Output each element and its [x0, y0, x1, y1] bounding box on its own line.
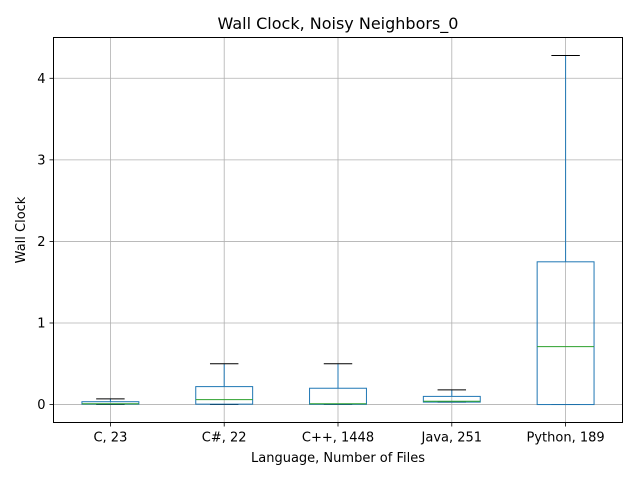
- tick-layer: C, 23 C#, 22 C++, 1448 Java, 251 Python, 189…: [37, 72, 604, 446]
- iqr-box: [536, 261, 595, 406]
- x-tick-label: Java, 251: [421, 431, 483, 446]
- y-tick-label: 0: [37, 398, 45, 413]
- x-tick-label: C, 23: [93, 431, 127, 446]
- box-1: [81, 398, 140, 406]
- y-tick-label: 1: [37, 316, 45, 331]
- x-tick-label: C++, 1448: [302, 431, 374, 446]
- x-axis-label: Language, Number of Files: [251, 451, 425, 466]
- y-tick-label: 2: [37, 235, 45, 250]
- x-tick-label: C#, 22: [202, 431, 247, 446]
- box-layer: [81, 54, 595, 406]
- iqr-box: [422, 395, 481, 403]
- y-tick-label: 3: [37, 153, 45, 168]
- y-tick-label: 4: [37, 72, 45, 87]
- iqr-box: [195, 386, 254, 405]
- chart-title: Wall Clock, Noisy Neighbors_0: [218, 14, 459, 34]
- x-tick-label: Python, 189: [527, 431, 605, 446]
- box-5: [536, 54, 595, 406]
- y-axis-label: Wall Clock: [14, 196, 29, 263]
- box-4: [422, 389, 481, 403]
- iqr-box: [309, 387, 367, 405]
- box-3: [309, 363, 367, 406]
- box-2: [195, 363, 254, 406]
